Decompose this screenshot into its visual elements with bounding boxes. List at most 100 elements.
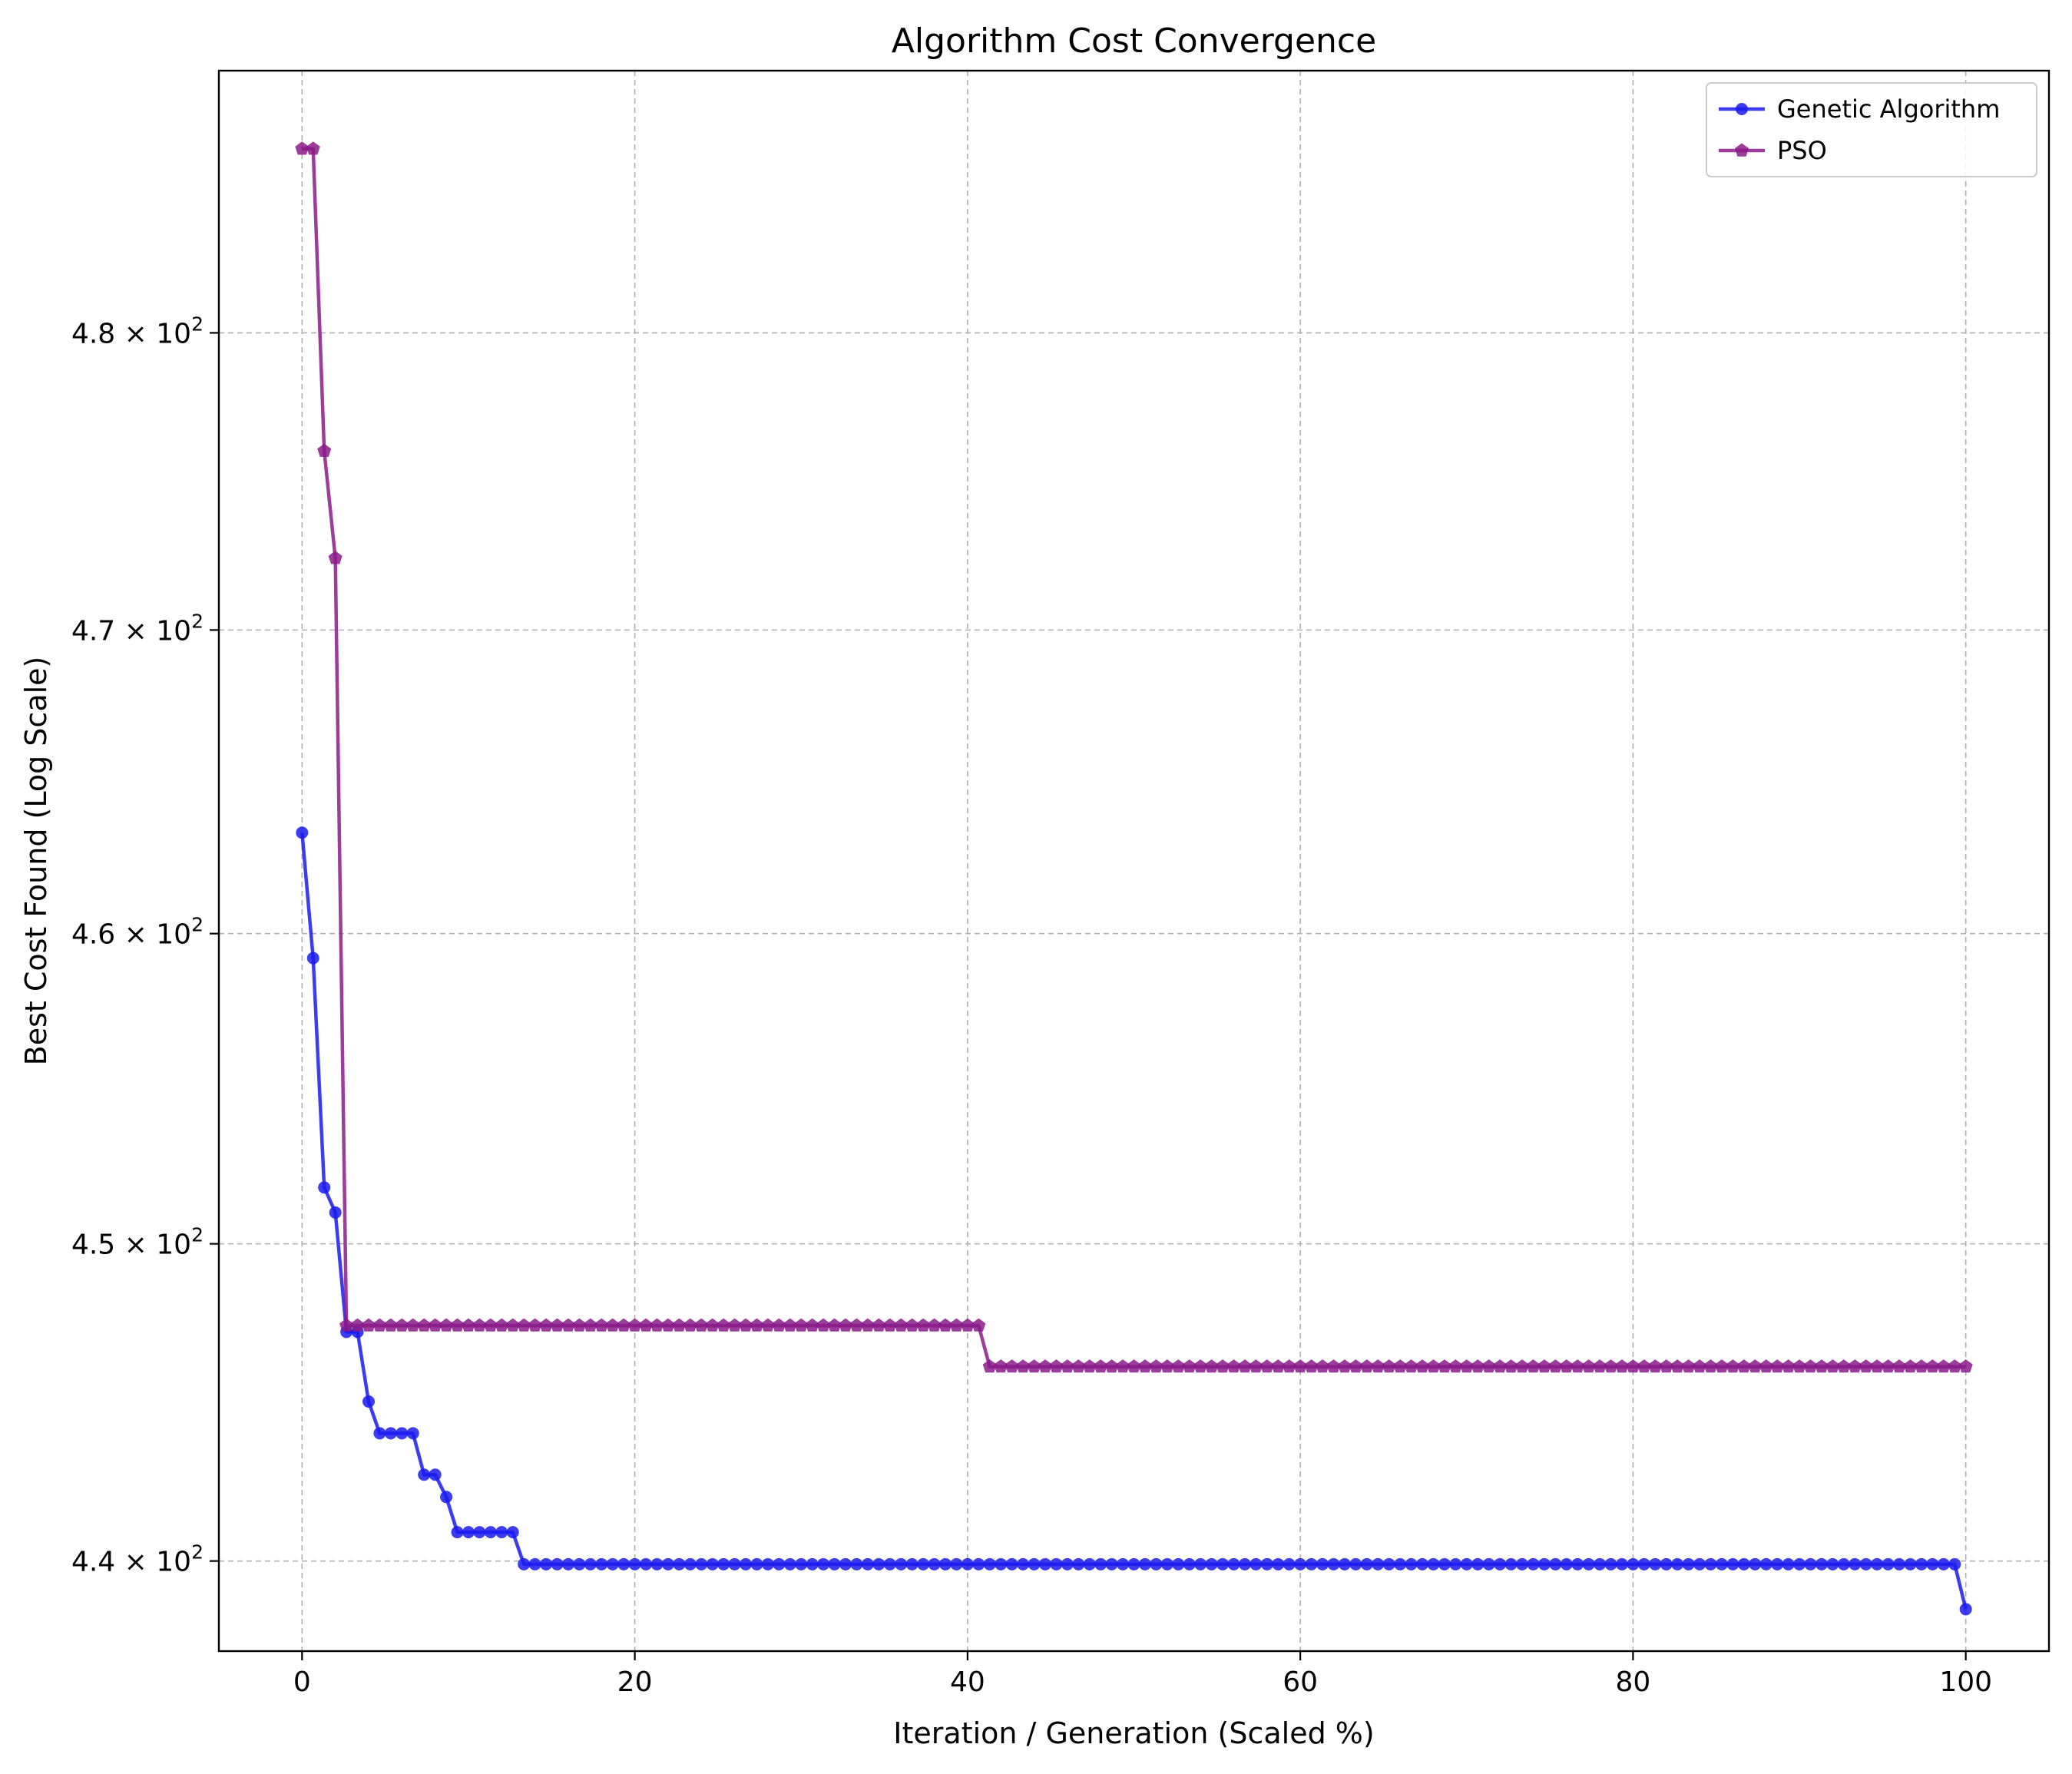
data-point	[372, 1318, 387, 1332]
data-point	[772, 1318, 786, 1332]
data-point	[738, 1318, 753, 1332]
data-point	[672, 1318, 687, 1332]
data-point	[1117, 1557, 1130, 1570]
data-point	[1693, 1359, 1707, 1373]
data-point	[1637, 1557, 1650, 1570]
data-point	[661, 1557, 674, 1570]
data-point	[1382, 1557, 1395, 1570]
data-point	[428, 1318, 442, 1332]
data-point	[1914, 1359, 1928, 1373]
data-point	[429, 1468, 442, 1481]
data-point	[850, 1557, 863, 1570]
x-axis-label: Iteration / Generation (Scaled %)	[893, 1716, 1374, 1750]
data-point	[1448, 1359, 1463, 1373]
data-point	[339, 1318, 354, 1332]
data-point	[827, 1318, 842, 1332]
data-point	[1260, 1557, 1273, 1570]
data-point	[1637, 1359, 1651, 1373]
data-point	[1071, 1359, 1086, 1373]
data-point	[1815, 1557, 1828, 1570]
legend-entry: PSO	[1719, 136, 1827, 165]
data-point	[717, 1557, 730, 1570]
data-point	[484, 1526, 497, 1539]
data-point	[517, 1318, 531, 1332]
data-point	[760, 1318, 775, 1332]
data-point	[740, 1557, 753, 1570]
data-point	[1594, 1557, 1607, 1570]
data-point	[1105, 1557, 1118, 1570]
data-point	[1804, 1557, 1817, 1570]
data-point	[728, 1557, 741, 1570]
data-point	[872, 1318, 886, 1332]
data-point	[561, 1557, 574, 1570]
data-point	[1693, 1557, 1706, 1570]
data-point	[1648, 1359, 1663, 1373]
data-point	[1549, 1557, 1562, 1570]
data-point	[584, 1557, 597, 1570]
data-point	[1050, 1557, 1063, 1570]
data-point	[318, 1181, 331, 1194]
data-point	[1460, 1557, 1473, 1570]
x-tick-label: 100	[1939, 1666, 1992, 1698]
data-point	[1782, 1557, 1795, 1570]
data-point	[1338, 1557, 1351, 1570]
y-tick-mantissa: 4.4	[71, 1547, 115, 1578]
data-point	[1393, 1359, 1408, 1373]
data-point	[1748, 1359, 1763, 1373]
data-point	[518, 1557, 531, 1570]
data-point	[673, 1557, 686, 1570]
data-point	[1193, 1359, 1208, 1373]
data-point	[1426, 1359, 1441, 1373]
data-point	[1404, 1359, 1418, 1373]
data-point	[806, 1557, 819, 1570]
data-point	[1371, 1359, 1385, 1373]
data-point	[1904, 1557, 1917, 1570]
data-point	[1726, 1557, 1739, 1570]
y-tick-base: 10	[156, 919, 191, 951]
data-point	[627, 1318, 642, 1332]
data-point	[1116, 1359, 1130, 1373]
data-point	[483, 1318, 498, 1332]
data-point	[1349, 1557, 1362, 1570]
data-point	[528, 1318, 542, 1332]
data-point	[1481, 1359, 1496, 1373]
data-point	[1271, 1359, 1286, 1373]
data-point	[1494, 1557, 1507, 1570]
data-point	[1204, 1359, 1219, 1373]
data-point	[1359, 1359, 1374, 1373]
data-point	[795, 1557, 808, 1570]
data-point	[451, 1526, 464, 1539]
data-point	[927, 1318, 942, 1332]
data-point	[440, 1491, 453, 1504]
data-point	[694, 1318, 709, 1332]
data-point	[950, 1557, 963, 1570]
data-point	[660, 1318, 675, 1332]
data-point	[916, 1318, 931, 1332]
data-point	[1471, 1557, 1484, 1570]
data-point	[838, 1318, 853, 1332]
data-point	[839, 1557, 852, 1570]
data-point	[417, 1318, 432, 1332]
data-point	[373, 1427, 386, 1440]
data-point	[1581, 1359, 1596, 1373]
data-point	[383, 1318, 398, 1332]
data-point	[1283, 1557, 1296, 1570]
data-point	[695, 1557, 708, 1570]
data-point	[949, 1318, 964, 1332]
data-point	[1903, 1359, 1918, 1373]
data-point	[361, 1318, 376, 1332]
data-point	[495, 1526, 508, 1539]
data-point	[473, 1526, 486, 1539]
data-point	[860, 1318, 875, 1332]
data-point	[938, 1557, 952, 1570]
data-point	[1736, 1359, 1751, 1373]
y-tick-exponent: 2	[191, 1541, 204, 1564]
y-tick-mantissa: 4.5	[71, 1230, 115, 1261]
data-point	[761, 1557, 774, 1570]
data-point	[1315, 1359, 1330, 1373]
data-point	[1671, 1557, 1684, 1570]
legend-entry: Genetic Algorithm	[1719, 94, 2000, 124]
data-point	[995, 1557, 1008, 1570]
data-point	[1293, 1359, 1308, 1373]
data-point	[1915, 1557, 1928, 1570]
